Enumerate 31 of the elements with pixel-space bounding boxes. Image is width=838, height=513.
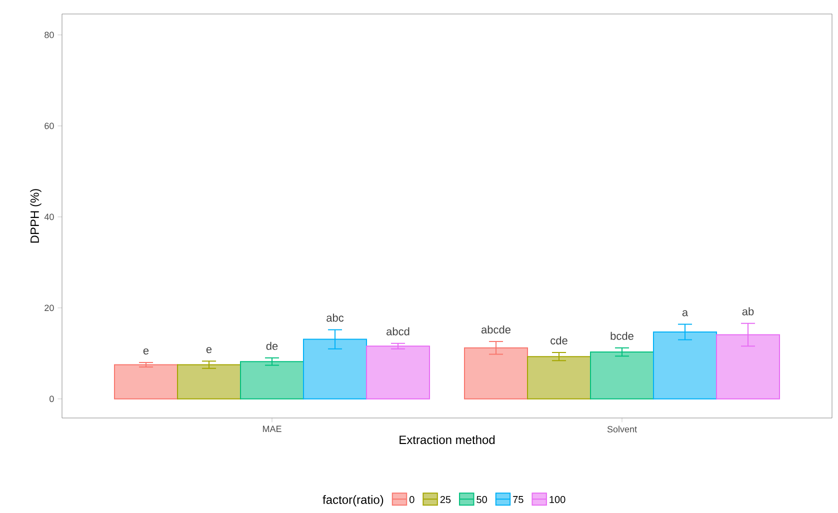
y-tick-label: 20 <box>44 304 54 312</box>
legend-label: 25 <box>440 496 451 504</box>
data-label: e <box>206 347 212 354</box>
data-label: ab <box>742 307 754 316</box>
data-label: cde <box>550 336 568 344</box>
data-label: de <box>266 342 278 350</box>
bar <box>114 364 178 400</box>
data-label: bcde <box>610 332 634 340</box>
x-tick-label: MAE <box>262 426 282 432</box>
y-tick-label: 60 <box>44 122 54 130</box>
y-tick-label: 80 <box>44 32 54 38</box>
legend-label: 75 <box>513 496 524 504</box>
x-tick-label: Solvent <box>607 426 637 432</box>
bar <box>590 352 654 400</box>
legend-label: 50 <box>476 496 487 504</box>
legend-label: 100 <box>550 496 566 504</box>
data-label: a <box>682 310 688 316</box>
legend-title: factor(ratio) <box>322 495 384 506</box>
data-label: abcd <box>386 327 410 336</box>
bar <box>527 356 591 400</box>
data-label: e <box>143 348 149 354</box>
bar <box>366 346 430 400</box>
legend-label: 0 <box>410 496 414 504</box>
bar <box>177 364 242 400</box>
data-label: abc <box>326 314 344 322</box>
x-axis-title: Extraction method <box>400 435 495 444</box>
data-label: abcde <box>481 325 510 334</box>
y-tick-label: 40 <box>44 214 54 220</box>
y-axis-title: DPPH (%) <box>30 189 42 243</box>
y-tick-label: 0 <box>50 396 54 402</box>
bar <box>240 361 304 400</box>
